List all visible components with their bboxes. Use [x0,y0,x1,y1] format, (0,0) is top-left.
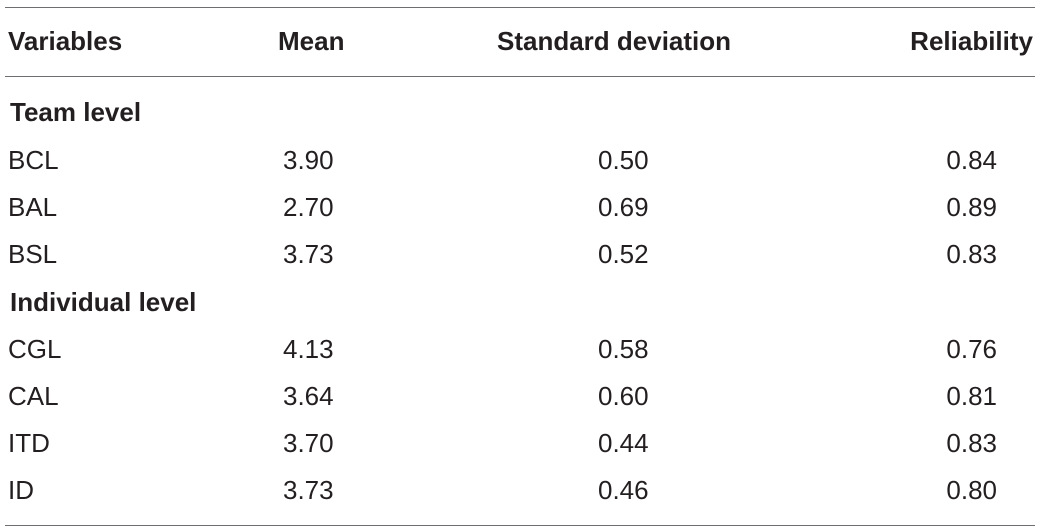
header-reliability: Reliability [910,26,1033,56]
cell-variable: CGL [8,334,62,364]
cell-mean: 3.64 [283,381,334,411]
cell-mean: 3.73 [283,239,334,269]
cell-reliability: 0.83 [946,428,997,458]
section-heading-individual-level: Individual level [0,282,1040,322]
table-bottom-rule [5,525,1035,526]
cell-variable: BSL [8,239,58,269]
cell-reliability: 0.80 [946,475,997,505]
cell-reliability: 0.84 [946,145,997,175]
cell-sd: 0.50 [598,145,649,175]
cell-mean: 3.90 [283,145,334,175]
header-mean: Mean [278,26,345,56]
cell-variable: ID [8,475,34,505]
cell-reliability: 0.76 [946,334,997,364]
cell-reliability: 0.83 [946,239,997,269]
table-top-rule [5,7,1035,8]
table-row: BSL 3.73 0.52 0.83 [0,234,1040,274]
cell-variable: BAL [8,192,58,222]
section-title: Individual level [10,287,197,317]
table-row: CAL 3.64 0.60 0.81 [0,376,1040,416]
table-row: ID 3.73 0.46 0.80 [0,470,1040,510]
cell-mean: 3.73 [283,475,334,505]
cell-variable: CAL [8,381,59,411]
cell-sd: 0.44 [598,428,649,458]
cell-mean: 4.13 [283,334,334,364]
table-header-rule [5,76,1035,77]
header-variables: Variables [8,26,123,56]
cell-sd: 0.46 [598,475,649,505]
table-row: ITD 3.70 0.44 0.83 [0,423,1040,463]
table-header-row: Variables Mean Standard deviation Reliab… [0,21,1040,61]
cell-variable: ITD [8,428,50,458]
cell-sd: 0.52 [598,239,649,269]
cell-mean: 3.70 [283,428,334,458]
cell-sd: 0.58 [598,334,649,364]
cell-sd: 0.60 [598,381,649,411]
cell-reliability: 0.89 [946,192,997,222]
cell-variable: BCL [8,145,59,175]
cell-sd: 0.69 [598,192,649,222]
table-row: CGL 4.13 0.58 0.76 [0,329,1040,369]
section-heading-team-level: Team level [0,92,1040,132]
table-row: BCL 3.90 0.50 0.84 [0,140,1040,180]
table-row: BAL 2.70 0.69 0.89 [0,187,1040,227]
cell-mean: 2.70 [283,192,334,222]
header-standard-deviation: Standard deviation [497,26,732,56]
section-title: Team level [10,97,142,127]
cell-reliability: 0.81 [946,381,997,411]
